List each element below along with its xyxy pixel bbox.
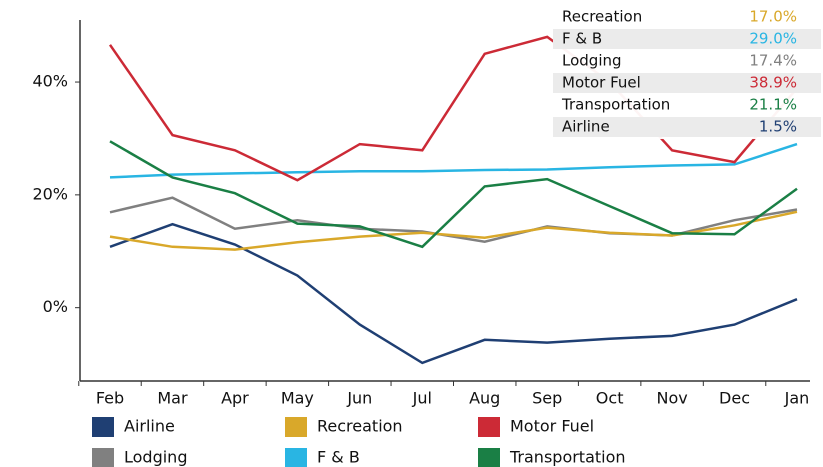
series-line (108, 35, 798, 182)
tooltip-name: Transportation (561, 96, 670, 114)
y-tick-label: 20% (32, 184, 68, 203)
x-tick-label: Aug (469, 389, 500, 408)
x-tick-label: Sep (532, 389, 562, 408)
tooltip-row-bg (553, 73, 821, 93)
x-tick-label: Dec (719, 389, 750, 408)
tooltip-value: 38.9% (749, 74, 797, 92)
tooltip-row-bg (553, 29, 821, 49)
legend-label: Motor Fuel (510, 417, 594, 436)
x-tick-label: Feb (96, 389, 124, 408)
x-tick-label: Mar (157, 389, 188, 408)
series-line (109, 140, 798, 249)
series-line (109, 222, 798, 365)
tooltip-value: 21.1% (749, 96, 797, 114)
x-tick-label: Jun (346, 389, 372, 408)
tooltip-name: Airline (562, 118, 610, 136)
y-tick-label: 0% (43, 297, 68, 316)
x-tick-label: Jul (412, 389, 432, 408)
y-tick-label: 40% (32, 72, 68, 91)
legend-swatch (478, 417, 500, 437)
x-tick-label: Oct (596, 389, 624, 408)
legend-swatch (478, 448, 500, 467)
x-tick-label: Apr (221, 389, 249, 408)
legend-label: F & B (317, 448, 360, 467)
tooltip-row-bg (553, 117, 821, 137)
tooltip-box (553, 5, 823, 139)
tooltip-value: 17.4% (749, 52, 797, 70)
legend-swatch (285, 417, 307, 437)
legend-label: Transportation (509, 448, 626, 467)
legend-swatch (92, 448, 114, 467)
legend-swatch (92, 417, 114, 437)
series-line (109, 142, 798, 179)
x-tick-label: Nov (656, 389, 687, 408)
tooltip-value: 17.0% (749, 8, 797, 26)
tooltip: Recreation 17.0% F & B 29.0% Lodging 17.4% Mot… (553, 5, 823, 139)
tooltip-name: Lodging (562, 52, 622, 70)
tooltip-name: Motor Fuel (562, 74, 641, 92)
legend-label: Airline (124, 417, 175, 436)
legend-label: Lodging (124, 448, 187, 467)
tooltip-value: 29.0% (749, 30, 797, 48)
legend-label: Recreation (317, 417, 403, 436)
legend-swatch (285, 448, 307, 467)
tooltip-name: F & B (562, 30, 602, 48)
x-tick-label: May (281, 389, 314, 408)
tooltip-value: 1.5% (759, 118, 797, 136)
tooltip-name: Recreation (562, 8, 642, 26)
x-tick-label: Jan (784, 389, 810, 408)
